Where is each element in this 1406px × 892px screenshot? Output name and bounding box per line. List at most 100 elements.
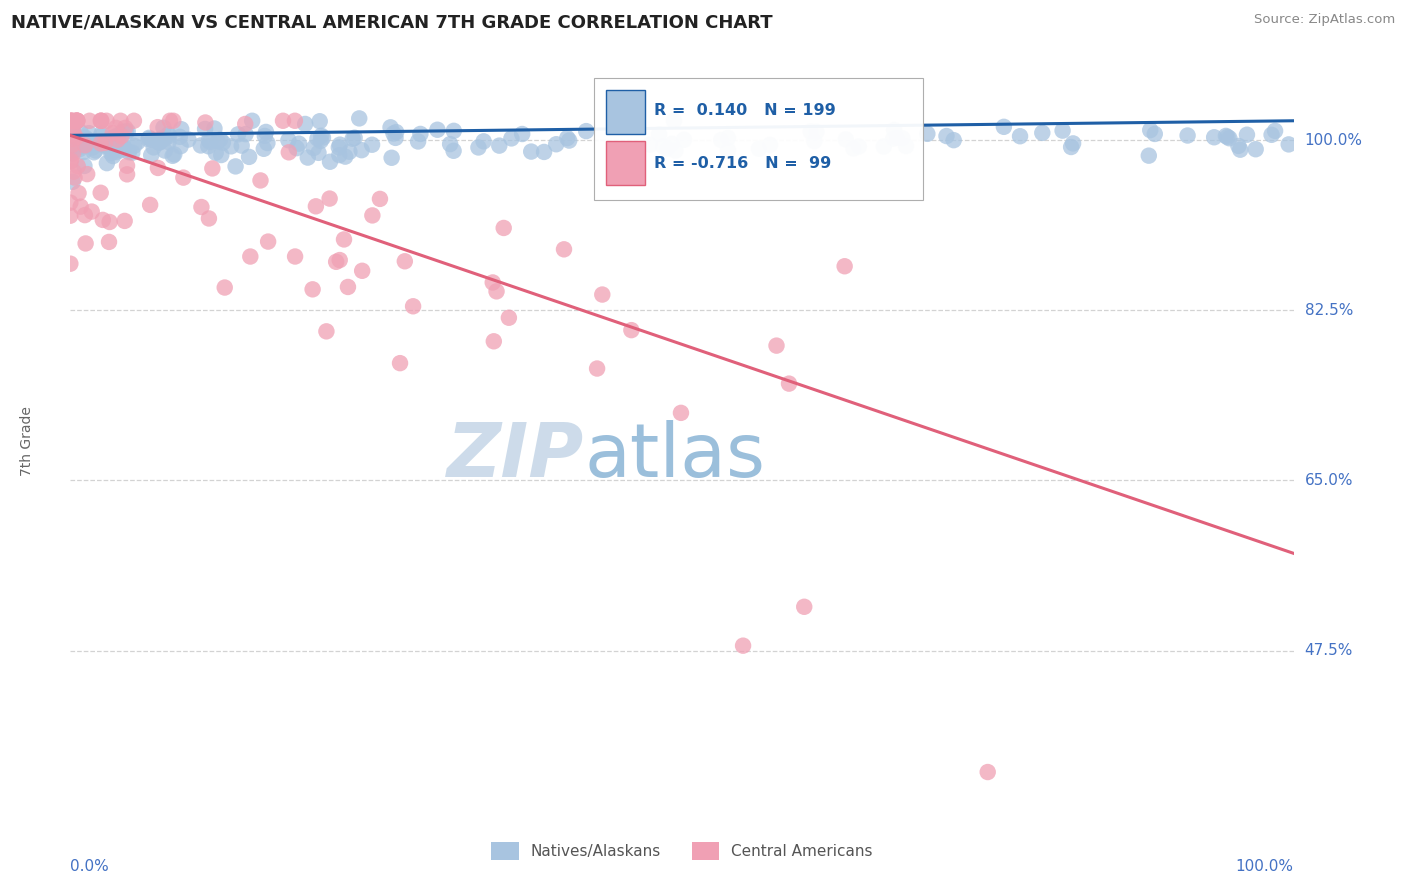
Point [308, 114, 330, 128]
Point [1227, 139, 1250, 153]
Point [993, 120, 1015, 134]
Point [75, 136, 97, 151]
Text: atlas: atlas [583, 420, 765, 493]
Point [149, 136, 172, 150]
Point [153, 132, 176, 146]
Point [553, 243, 575, 257]
Point [118, 145, 141, 160]
Point [62, 141, 84, 155]
Point [294, 117, 316, 131]
Point [312, 130, 335, 145]
Point [98, 235, 121, 249]
FancyBboxPatch shape [593, 78, 922, 201]
Point [886, 131, 908, 145]
Point [575, 124, 598, 138]
Point [138, 131, 160, 145]
Point [62, 146, 84, 161]
Text: 100.0%: 100.0% [1236, 858, 1294, 873]
Point [60, 113, 83, 128]
Text: R =  0.140   N = 199: R = 0.140 N = 199 [654, 103, 835, 118]
Point [90, 186, 112, 200]
Text: ZIP: ZIP [447, 420, 583, 493]
Point [122, 113, 145, 128]
Point [170, 122, 193, 136]
Point [664, 144, 686, 158]
Point [75, 236, 97, 251]
Point [409, 127, 432, 141]
Point [284, 250, 307, 264]
Point [361, 137, 384, 152]
Point [59, 133, 82, 147]
Point [233, 117, 256, 131]
Point [254, 125, 277, 139]
Point [105, 135, 128, 149]
Point [793, 599, 815, 614]
Point [100, 146, 122, 161]
Point [803, 134, 825, 148]
Point [1177, 128, 1199, 143]
Point [488, 138, 510, 153]
Point [110, 140, 132, 154]
Point [198, 133, 221, 147]
Point [297, 151, 319, 165]
Point [501, 131, 523, 145]
Point [389, 356, 412, 370]
Point [76, 167, 98, 181]
Point [60, 138, 83, 153]
Point [350, 143, 373, 157]
Point [648, 127, 671, 141]
FancyBboxPatch shape [606, 90, 645, 135]
Text: Source: ZipAtlas.com: Source: ZipAtlas.com [1254, 13, 1395, 27]
Point [69, 200, 91, 214]
Point [492, 221, 515, 235]
Point [110, 113, 132, 128]
Point [333, 232, 356, 246]
Point [620, 323, 643, 337]
Point [153, 144, 176, 158]
Point [194, 115, 217, 129]
Point [257, 235, 280, 249]
Point [335, 150, 357, 164]
Point [226, 128, 249, 142]
Point [190, 138, 212, 153]
Point [285, 141, 308, 155]
Point [591, 287, 613, 301]
Point [498, 310, 520, 325]
Point [127, 135, 149, 149]
Point [90, 113, 112, 128]
Point [443, 144, 465, 158]
Point [198, 135, 221, 149]
Point [778, 376, 800, 391]
Point [73, 208, 96, 222]
Point [138, 132, 160, 146]
Point [59, 209, 82, 223]
Point [110, 139, 132, 153]
Point [139, 198, 162, 212]
Point [100, 144, 122, 158]
Point [105, 145, 128, 159]
Point [319, 154, 342, 169]
Point [80, 204, 103, 219]
Point [65, 113, 87, 128]
Point [361, 208, 384, 222]
Point [59, 130, 82, 145]
Point [59, 195, 82, 210]
Point [307, 131, 329, 145]
Point [62, 165, 84, 179]
Point [115, 124, 138, 138]
Point [238, 150, 260, 164]
Point [59, 113, 82, 128]
Text: 82.5%: 82.5% [1305, 302, 1353, 318]
Point [835, 132, 858, 146]
Point [848, 139, 870, 153]
Point [100, 131, 122, 145]
Point [1060, 140, 1083, 154]
Point [62, 129, 84, 144]
Point [212, 136, 235, 150]
Point [225, 160, 247, 174]
Point [93, 138, 115, 153]
Point [352, 264, 374, 278]
Point [150, 131, 173, 145]
Point [107, 128, 129, 143]
Point [402, 299, 425, 313]
